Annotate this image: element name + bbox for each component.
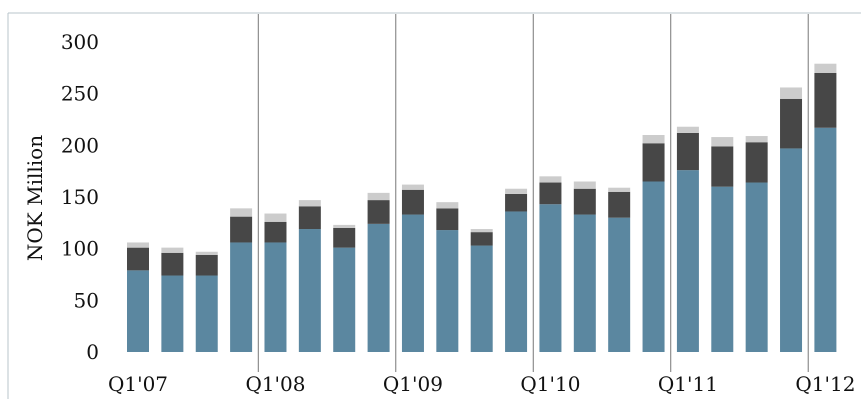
bar-Q1'08-segment-2 <box>264 221 287 243</box>
bar-Q1'07-segment-2 <box>127 247 149 271</box>
bar-Q1'12-segment-3 <box>814 63 837 73</box>
bar-Q2'09-segment-2 <box>436 208 459 231</box>
bar-Q1'10-segment-1 <box>539 204 562 352</box>
bar-Q3'09-segment-3 <box>470 229 493 233</box>
bar-Q1'11-segment-1 <box>676 170 699 352</box>
bar-Q3'08-segment-2 <box>333 228 356 248</box>
y-tick-label: 200 <box>61 133 99 157</box>
bar-Q1'08-segment-1 <box>264 242 287 352</box>
x-tick-label: Q1'10 <box>520 372 580 396</box>
bar-Q2'11-segment-2 <box>711 146 734 187</box>
bar-Q2'09-segment-1 <box>436 230 459 352</box>
bar-Q2'10-segment-2 <box>573 188 596 215</box>
y-tick-label: 100 <box>61 237 99 261</box>
bar-Q3'08-segment-1 <box>333 247 356 352</box>
y-tick-label: 150 <box>61 185 99 209</box>
y-tick-label: 50 <box>74 288 99 312</box>
bar-Q2'08-segment-2 <box>298 206 321 230</box>
bar-Q4'08-segment-3 <box>367 192 390 201</box>
bar-Q2'08-segment-3 <box>298 200 321 207</box>
bar-Q3'07-segment-3 <box>195 251 218 255</box>
bar-Q1'12-segment-2 <box>814 73 837 128</box>
x-tick-label: Q1'08 <box>245 372 305 396</box>
y-tick-label: 0 <box>86 340 99 364</box>
bar-Q3'11-segment-3 <box>745 136 768 143</box>
bar-Q4'11-segment-3 <box>780 87 803 99</box>
bar-Q4'10-segment-3 <box>642 135 665 144</box>
x-tick-label: Q1'09 <box>383 372 443 396</box>
bar-Q3'07-segment-1 <box>195 275 218 352</box>
bar-Q1'07-segment-1 <box>127 270 149 352</box>
bar-Q3'09-segment-2 <box>470 232 493 246</box>
y-tick-label: 300 <box>61 30 99 54</box>
bar-Q2'10-segment-3 <box>573 181 596 189</box>
bar-Q1'09-segment-1 <box>401 214 424 352</box>
bar-Q2'10-segment-1 <box>573 214 596 352</box>
bar-Q2'08-segment-1 <box>298 229 321 352</box>
bar-Q2'07-segment-3 <box>161 247 184 253</box>
bar-Q4'11-segment-2 <box>780 98 803 149</box>
bar-Q4'08-segment-1 <box>367 223 390 352</box>
bar-Q2'07-segment-1 <box>161 275 184 352</box>
bar-Q4'09-segment-1 <box>505 211 528 352</box>
bar-Q1'09-segment-2 <box>401 189 424 215</box>
bar-Q4'08-segment-2 <box>367 200 390 224</box>
x-tick-label: Q1'11 <box>658 372 718 396</box>
x-tick-label: Q1'07 <box>108 372 168 396</box>
bars-group <box>127 63 837 353</box>
bar-Q4'09-segment-2 <box>505 193 528 212</box>
bar-Q3'10-segment-1 <box>608 217 631 352</box>
bar-Q3'09-segment-1 <box>470 245 493 352</box>
bar-Q3'11-segment-1 <box>745 182 768 352</box>
bar-Q1'08-segment-3 <box>264 213 287 222</box>
year-separators <box>257 14 809 372</box>
bar-Q1'09-segment-3 <box>401 184 424 190</box>
bar-Q1'07-segment-3 <box>127 242 149 248</box>
bar-Q1'12-segment-1 <box>814 127 837 353</box>
y-tick-label: 250 <box>61 82 99 106</box>
bar-Q4'07-segment-3 <box>230 208 253 217</box>
bar-Q3'08-segment-3 <box>333 224 356 228</box>
bar-Q4'07-segment-2 <box>230 216 253 243</box>
bar-Q2'09-segment-3 <box>436 202 459 209</box>
bar-Q3'07-segment-2 <box>195 254 218 276</box>
y-axis-title: NOK Million <box>23 135 47 261</box>
bar-Q2'07-segment-2 <box>161 252 184 276</box>
bar-Q2'11-segment-1 <box>711 186 734 352</box>
bar-Q4'10-segment-2 <box>642 143 665 182</box>
bar-Q4'11-segment-1 <box>780 148 803 352</box>
bar-Q3'10-segment-3 <box>608 187 631 192</box>
bar-Q3'10-segment-2 <box>608 191 631 218</box>
bar-Q1'10-segment-2 <box>539 182 562 205</box>
bar-Q2'11-segment-3 <box>711 137 734 147</box>
bar-Q3'11-segment-2 <box>745 142 768 183</box>
y-axis-ticks: 0 50 100 150 200 250 300 <box>61 30 99 364</box>
bar-Q4'07-segment-1 <box>230 242 253 352</box>
x-axis-ticks: Q1'07 Q1'08 Q1'09 Q1'10 Q1'11 Q1'12 <box>108 372 855 396</box>
x-tick-label: Q1'12 <box>795 372 855 396</box>
bar-Q4'09-segment-3 <box>505 188 528 194</box>
bar-Q1'11-segment-3 <box>676 126 699 133</box>
bar-Q1'10-segment-3 <box>539 176 562 183</box>
bar-Q1'11-segment-2 <box>676 132 699 171</box>
bar-Q4'10-segment-1 <box>642 181 665 352</box>
